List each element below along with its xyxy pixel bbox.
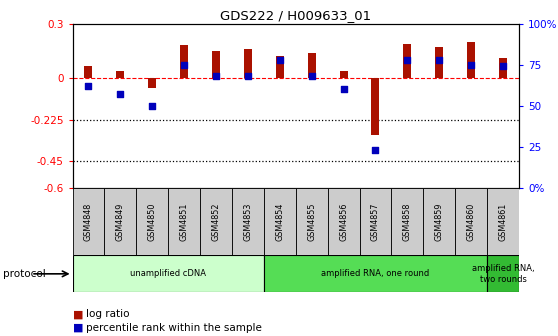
Text: GSM4859: GSM4859	[435, 203, 444, 241]
Text: GSM4856: GSM4856	[339, 203, 348, 241]
Text: protocol: protocol	[3, 269, 46, 279]
Point	[339, 87, 348, 92]
Bar	[403, 44, 411, 78]
Bar	[117, 71, 124, 78]
Bar	[391, 188, 424, 255]
Bar	[424, 188, 455, 255]
Bar	[84, 66, 93, 78]
Text: GSM4849: GSM4849	[116, 203, 125, 241]
Text: ■: ■	[73, 323, 83, 333]
Point	[498, 64, 507, 69]
Bar	[232, 188, 264, 255]
Point	[371, 148, 380, 153]
Point	[275, 57, 284, 62]
Bar	[73, 188, 104, 255]
Text: percentile rank within the sample: percentile rank within the sample	[86, 323, 262, 333]
Point	[116, 92, 125, 97]
Text: GSM4861: GSM4861	[498, 203, 507, 241]
Bar	[487, 255, 519, 292]
Point	[211, 74, 220, 79]
Bar	[455, 188, 487, 255]
Bar	[180, 45, 188, 78]
Text: amplified RNA, one round: amplified RNA, one round	[321, 269, 430, 278]
Text: GSM4858: GSM4858	[403, 203, 412, 241]
Bar	[148, 78, 156, 88]
Bar	[307, 53, 316, 78]
Bar	[276, 56, 284, 78]
Point	[180, 62, 189, 68]
Text: GSM4853: GSM4853	[243, 203, 252, 241]
Text: GSM4854: GSM4854	[275, 203, 284, 241]
Text: log ratio: log ratio	[86, 309, 130, 319]
Point	[148, 103, 157, 109]
Bar	[264, 255, 487, 292]
Text: unamplified cDNA: unamplified cDNA	[130, 269, 206, 278]
Point	[307, 74, 316, 79]
Bar	[200, 188, 232, 255]
Bar	[212, 51, 220, 78]
Bar	[467, 42, 475, 78]
Point	[403, 57, 412, 62]
Bar	[340, 71, 348, 78]
Bar	[359, 188, 391, 255]
Point	[243, 74, 252, 79]
Bar	[372, 78, 379, 135]
Bar	[264, 188, 296, 255]
Bar	[435, 47, 443, 78]
Text: GSM4850: GSM4850	[148, 203, 157, 241]
Point	[435, 57, 444, 62]
Text: GSM4851: GSM4851	[180, 203, 189, 241]
Point	[466, 62, 475, 68]
Text: amplified RNA,
two rounds: amplified RNA, two rounds	[472, 264, 535, 284]
Text: GSM4852: GSM4852	[211, 203, 220, 241]
Text: GSM4860: GSM4860	[466, 203, 475, 241]
Bar	[244, 49, 252, 78]
Bar	[73, 255, 264, 292]
Title: GDS222 / H009633_01: GDS222 / H009633_01	[220, 9, 371, 23]
Bar	[168, 188, 200, 255]
Text: ■: ■	[73, 309, 83, 319]
Text: GSM4848: GSM4848	[84, 203, 93, 241]
Bar	[104, 188, 136, 255]
Bar	[328, 188, 359, 255]
Text: GSM4855: GSM4855	[307, 203, 316, 241]
Text: GSM4857: GSM4857	[371, 203, 380, 241]
Point	[84, 83, 93, 89]
Bar	[296, 188, 328, 255]
Bar	[136, 188, 168, 255]
Bar	[487, 188, 519, 255]
Bar	[499, 58, 507, 78]
